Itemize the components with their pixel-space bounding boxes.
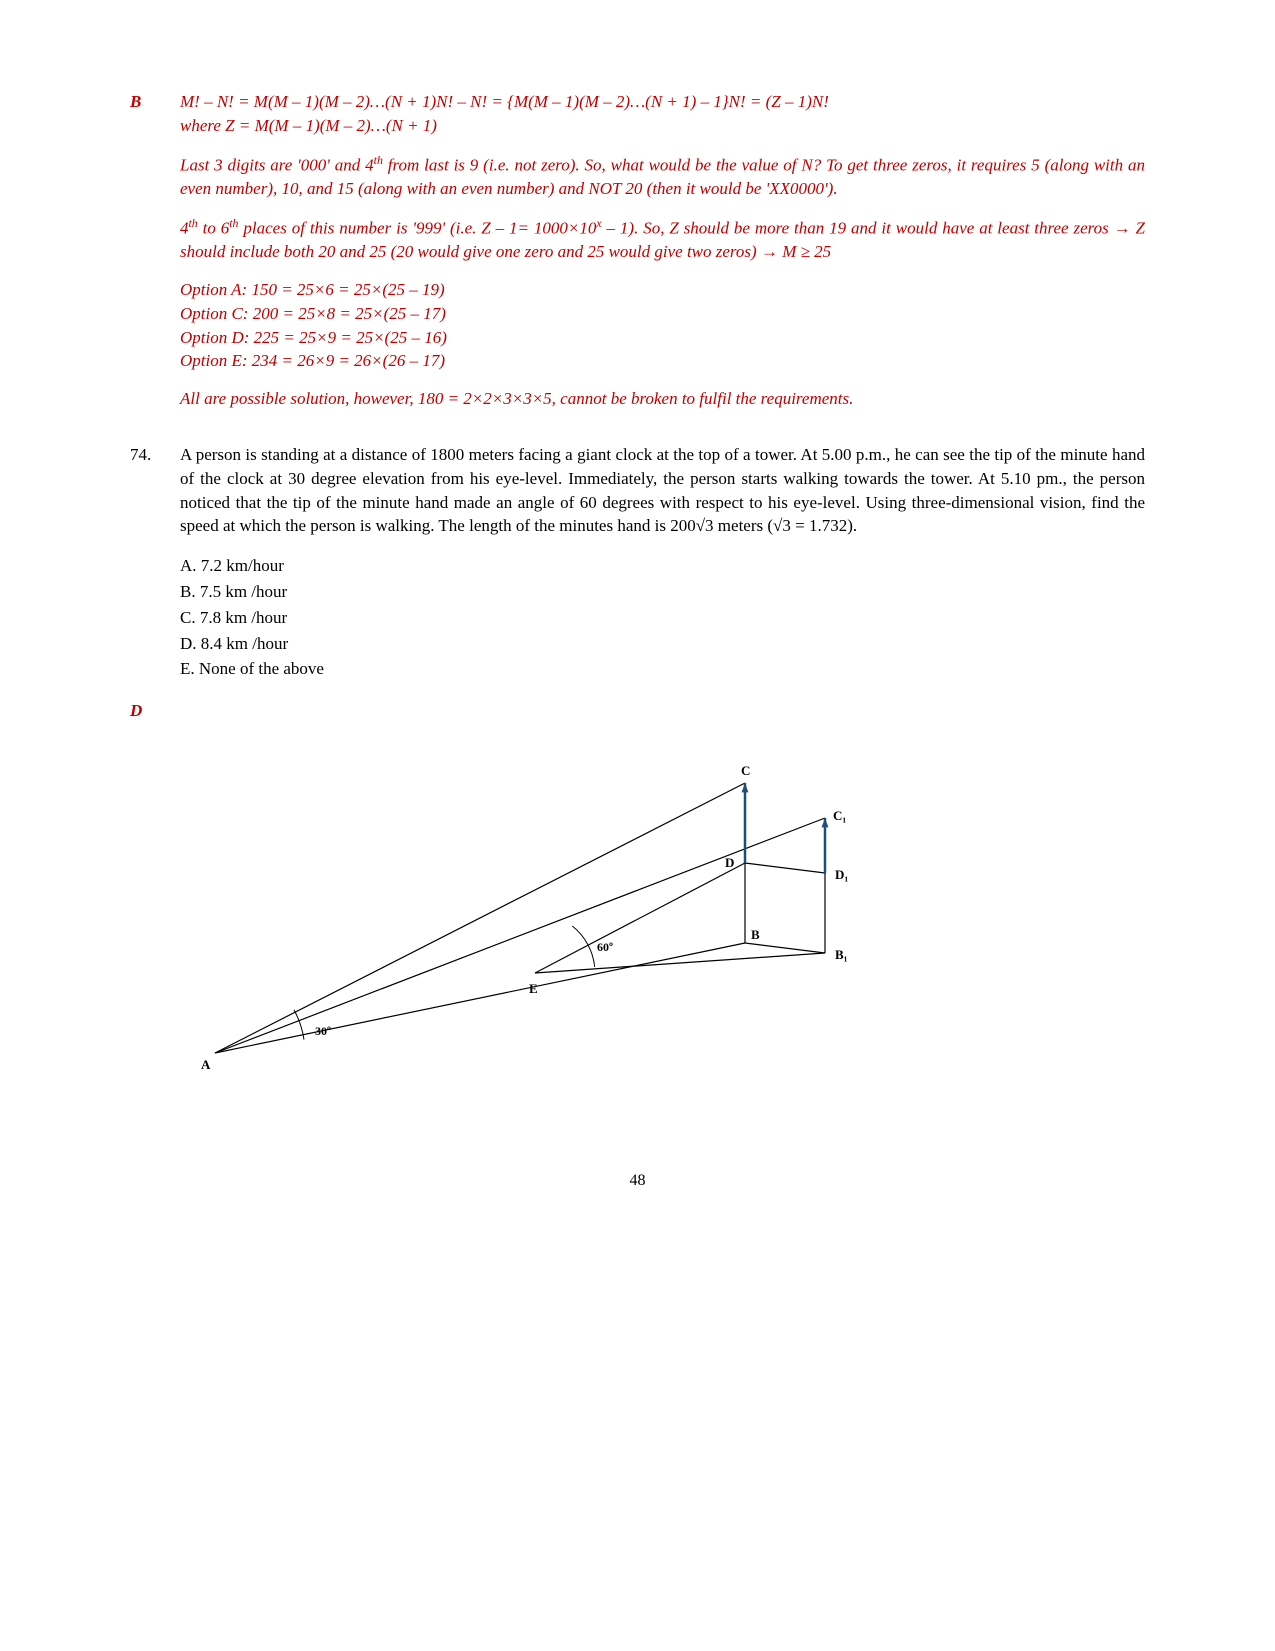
diagram-svg: A E B B₁ D D₁ C C₁ 30º 60º bbox=[185, 743, 935, 1103]
para-digits: Last 3 digits are '000' and 4th from las… bbox=[180, 152, 1145, 201]
eq2: where Z = M(M – 1)(M – 2)…(N + 1) bbox=[180, 116, 437, 135]
option-d: D. 8.4 km /hour bbox=[180, 632, 1145, 656]
conclusion: All are possible solution, however, 180 … bbox=[180, 387, 1145, 411]
svg-text:E: E bbox=[529, 981, 538, 996]
answer-letter-74: D bbox=[130, 699, 180, 723]
option-e: E. None of the above bbox=[180, 657, 1145, 681]
svg-text:D: D bbox=[725, 855, 734, 870]
answer-74: D bbox=[130, 699, 1145, 723]
option-calcs: Option A: 150 = 25×6 = 25×(25 – 19) Opti… bbox=[180, 278, 1145, 373]
svg-text:D₁: D₁ bbox=[835, 867, 848, 882]
option-a: A. 7.2 km/hour bbox=[180, 554, 1145, 578]
svg-text:B: B bbox=[751, 927, 760, 942]
option-b: B. 7.5 km /hour bbox=[180, 580, 1145, 604]
answer-letter-73: B bbox=[130, 90, 180, 425]
svg-text:60º: 60º bbox=[597, 940, 613, 954]
geometry-diagram: A E B B₁ D D₁ C C₁ 30º 60º bbox=[185, 743, 1145, 1110]
question-74: 74. A person is standing at a distance o… bbox=[130, 443, 1145, 683]
svg-text:C₁: C₁ bbox=[833, 808, 846, 823]
option-c: C. 7.8 km /hour bbox=[180, 606, 1145, 630]
question-text: A person is standing at a distance of 18… bbox=[180, 443, 1145, 538]
eq-line: M! – N! = M(M – 1)(M – 2)…(N + 1)N! – N!… bbox=[180, 90, 1145, 138]
svg-text:30º: 30º bbox=[315, 1024, 331, 1038]
para-places: 4th to 6th places of this number is '999… bbox=[180, 215, 1145, 264]
svg-text:B₁: B₁ bbox=[835, 947, 848, 962]
options-list: A. 7.2 km/hour B. 7.5 km /hour C. 7.8 km… bbox=[180, 554, 1145, 681]
solution-73: B M! – N! = M(M – 1)(M – 2)…(N + 1)N! – … bbox=[130, 90, 1145, 425]
svg-text:C: C bbox=[741, 763, 750, 778]
svg-text:A: A bbox=[201, 1057, 211, 1072]
eq1: M! – N! = M(M – 1)(M – 2)…(N + 1)N! – N!… bbox=[180, 92, 829, 111]
page-number: 48 bbox=[130, 1170, 1145, 1192]
question-number: 74. bbox=[130, 443, 180, 683]
